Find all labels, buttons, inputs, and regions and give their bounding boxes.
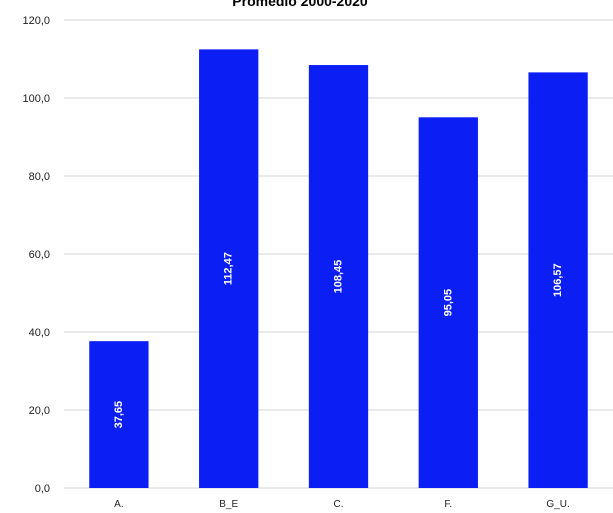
data-label: 108,45 (333, 260, 345, 294)
x-axis-category-labels: A. B_E C. F. G_U. (114, 499, 570, 510)
data-label: 95,05 (442, 289, 454, 317)
x-category-label: B_E (219, 499, 238, 510)
chart-title: Promedio 2000-2020 (232, 0, 368, 9)
x-category-label: F. (444, 499, 452, 510)
bar (199, 49, 259, 488)
data-labels: 37,65 112,47 108,45 95,05 106,57 (113, 252, 564, 428)
y-axis-tick-labels: 0,0 20,0 40,0 60,0 80,0 100,0 120,0 (22, 15, 50, 495)
y-tick-label: 0,0 (35, 483, 50, 495)
y-tick-label: 40,0 (29, 327, 50, 339)
data-label: 37,65 (113, 401, 125, 429)
y-tick-label: 120,0 (22, 15, 50, 27)
bars (89, 49, 588, 489)
x-category-label: G_U. (546, 499, 569, 510)
y-tick-label: 20,0 (29, 405, 50, 417)
bar (418, 117, 478, 489)
bar (89, 341, 149, 488)
x-category-label: C. (334, 499, 344, 510)
bar (308, 65, 369, 489)
data-label: 112,47 (223, 252, 235, 285)
y-tick-label: 60,0 (29, 249, 50, 261)
x-category-label: A. (114, 499, 123, 510)
y-tick-label: 100,0 (22, 93, 50, 105)
bar (528, 72, 588, 488)
y-tick-label: 80,0 (29, 171, 50, 183)
data-label: 106,57 (552, 263, 564, 297)
